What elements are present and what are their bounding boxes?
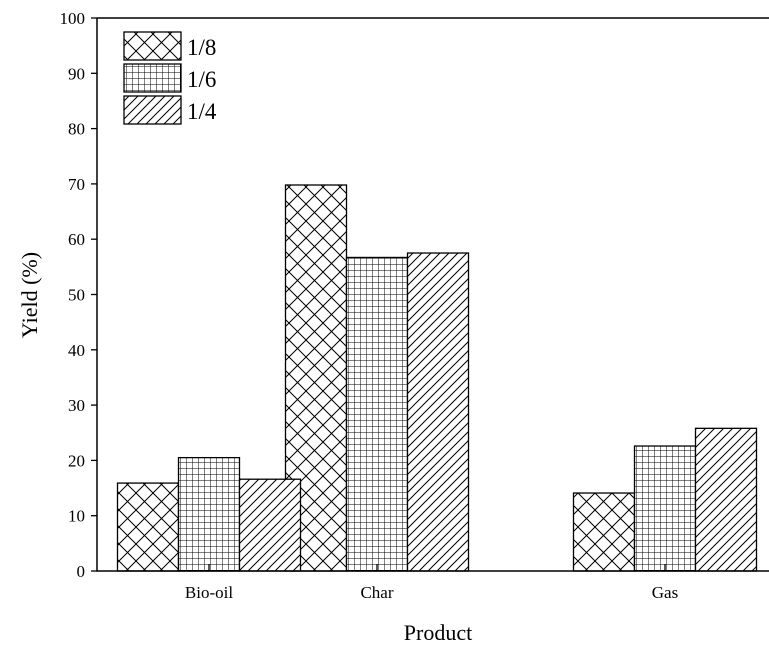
y-tick-label: 50 bbox=[68, 286, 85, 305]
y-tick-label: 40 bbox=[68, 341, 85, 360]
x-tick-label: Gas bbox=[652, 583, 678, 602]
x-tick-label: Bio-oil bbox=[185, 583, 233, 602]
legend-swatch bbox=[124, 32, 181, 60]
bar-gas-series-1 bbox=[574, 493, 635, 571]
bar-bio-oil-series-2 bbox=[179, 458, 240, 571]
x-tick-label: Char bbox=[360, 583, 393, 602]
bar-gas-series-2 bbox=[635, 446, 696, 571]
y-tick-label: 60 bbox=[68, 230, 85, 249]
bar-char-series-3 bbox=[408, 253, 469, 571]
bar-bio-oil-series-1 bbox=[118, 483, 179, 571]
legend-swatch bbox=[124, 96, 181, 124]
y-tick-label: 70 bbox=[68, 175, 85, 194]
y-tick-label: 90 bbox=[68, 64, 85, 83]
legend-label: 1/6 bbox=[187, 67, 216, 92]
x-axis-title: Product bbox=[404, 620, 472, 645]
bar-char-series-2 bbox=[347, 257, 408, 571]
bar-bio-oil-series-3 bbox=[240, 479, 301, 571]
y-tick-label: 10 bbox=[68, 507, 85, 526]
legend-label: 1/8 bbox=[187, 35, 216, 60]
y-axis-title: Yield (%) bbox=[17, 252, 42, 338]
bars-layer bbox=[118, 185, 757, 571]
legend-label: 1/4 bbox=[187, 99, 217, 124]
y-tick-label: 0 bbox=[77, 562, 86, 581]
y-tick-label: 80 bbox=[68, 120, 85, 139]
y-tick-label: 100 bbox=[60, 9, 86, 28]
bar-gas-series-3 bbox=[696, 428, 757, 571]
y-tick-label: 20 bbox=[68, 451, 85, 470]
y-tick-label: 30 bbox=[68, 396, 85, 415]
legend-swatch bbox=[124, 64, 181, 92]
legend: 1/8 1/6 1/4 bbox=[124, 32, 217, 124]
